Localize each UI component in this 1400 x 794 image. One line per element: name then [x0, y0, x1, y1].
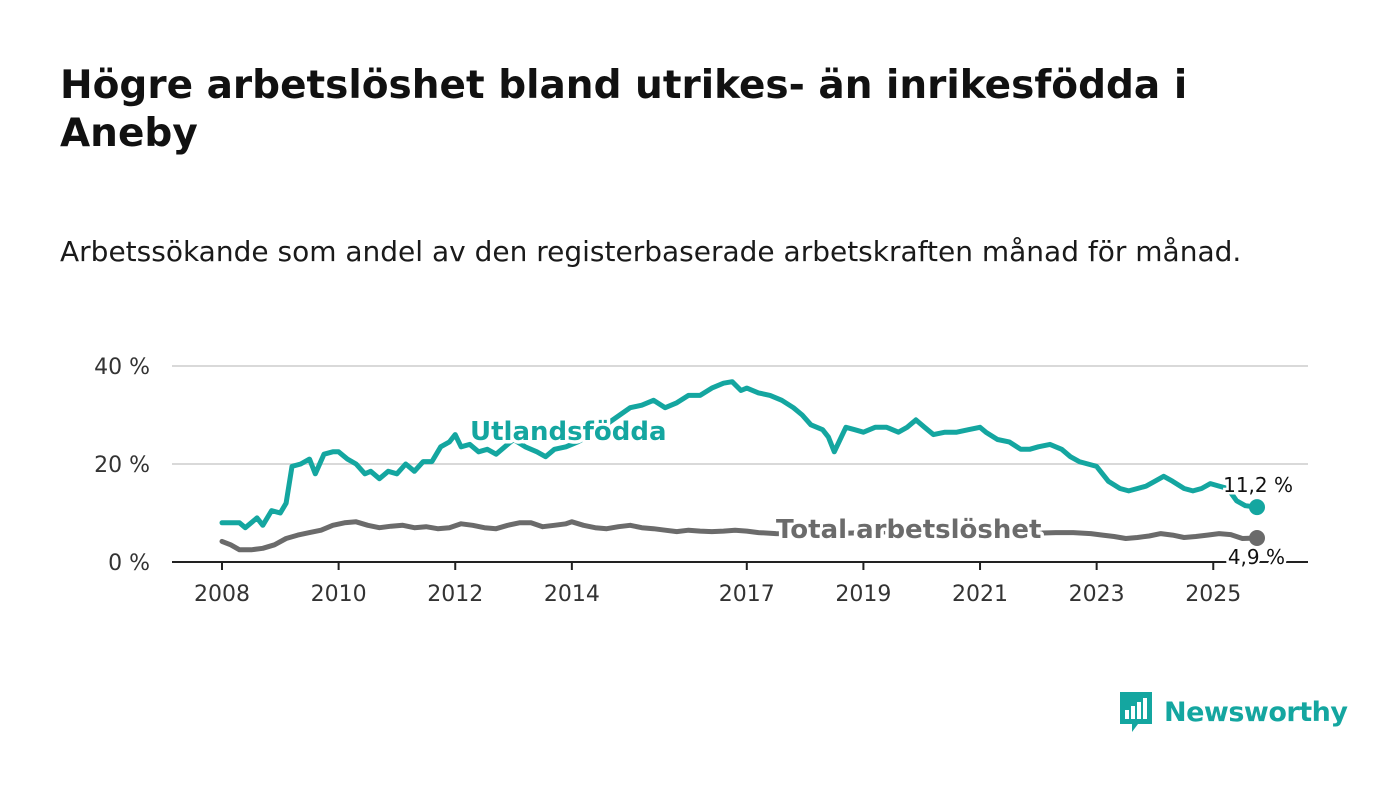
end-marker-utlandsfodda [1249, 499, 1265, 516]
line-chart: 0 % 20 % 40 % 2008 2010 2012 2014 2017 2019 2021 2… [94, 355, 1308, 607]
x-tick-label: 2017 [719, 582, 775, 607]
series-label-total: Total arbetslöshet [776, 515, 1041, 545]
end-value-utlandsfodda: 11,2 % [1223, 473, 1293, 497]
x-tick-label: 2014 [544, 582, 600, 607]
x-tick-label: 2012 [427, 582, 483, 607]
x-tick-label: 2023 [1069, 582, 1125, 607]
end-value-total: 4,9 % [1228, 545, 1285, 569]
y-tick-label: 40 % [94, 355, 150, 380]
series-line-utlandsfodda [219, 379, 1260, 531]
y-tick-label: 0 % [108, 551, 150, 576]
x-tick-label: 2025 [1185, 582, 1241, 607]
y-tick-label: 20 % [94, 453, 150, 478]
grid-layer [172, 365, 1308, 465]
bar-chart-icon [1120, 692, 1152, 732]
label-layer: Utlandsfödda Total arbetslöshet 11,2 % 4,9 … [467, 414, 1296, 572]
series-line-total [219, 519, 1260, 553]
x-tick-label: 2021 [952, 582, 1008, 607]
end-marker-total [1249, 529, 1265, 546]
x-tick-label: 2019 [835, 582, 891, 607]
chart-title: Högre arbetslöshet bland utrikes- än inr… [60, 63, 1188, 156]
newsworthy-logo: Newsworthy [1118, 690, 1348, 734]
x-tick-label: 2008 [194, 582, 250, 607]
axis-layer: 0 % 20 % 40 % 2008 2010 2012 2014 2017 2019 2021 2… [94, 355, 1308, 607]
brand-name: Newsworthy [1164, 696, 1348, 728]
series-label-utlandsfodda: Utlandsfödda [470, 417, 667, 447]
chart-subtitle: Arbetssökande som andel av den registerb… [60, 235, 1242, 268]
x-tick-label: 2010 [311, 582, 367, 607]
series-layer [219, 379, 1265, 553]
